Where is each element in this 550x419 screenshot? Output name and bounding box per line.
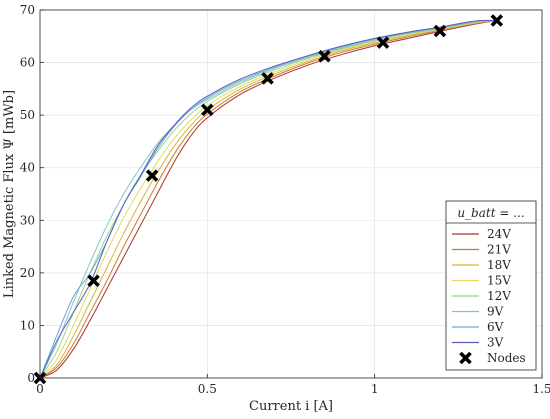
axes-box: [39, 9, 543, 379]
x-axis-label: Current i [A]: [249, 399, 333, 414]
legend-label: 24V: [487, 227, 511, 241]
series-line-9V: [39, 20, 497, 379]
legend-item-9V: 9V: [452, 305, 504, 319]
legend-label: 3V: [487, 336, 504, 350]
legend-item-18V: 18V: [452, 258, 511, 272]
y-tick-label: 20: [20, 266, 35, 280]
node-marker: [318, 49, 331, 63]
legend-item-24V: 24V: [452, 227, 511, 241]
legend-item-21V: 21V: [452, 243, 511, 257]
node-marker: [433, 24, 447, 38]
series-line-6V: [39, 20, 497, 379]
series-line-24V: [39, 20, 497, 379]
legend-label: 15V: [487, 274, 511, 288]
node-marker: [145, 169, 159, 182]
legend-label: Nodes: [487, 351, 526, 365]
node-marker: [201, 103, 214, 117]
x-tick-label: 1.5: [532, 382, 550, 396]
series-line-15V: [39, 20, 497, 379]
series-line-18V: [39, 20, 497, 379]
series-line-21V: [39, 20, 497, 379]
legend-item-15V: 15V: [452, 274, 511, 288]
y-tick-label: 70: [20, 3, 35, 17]
legend-label: 18V: [487, 258, 511, 272]
legend-label: 6V: [487, 320, 504, 334]
node-marker: [261, 72, 274, 85]
node-marker: [87, 274, 100, 288]
legend-item-6V: 6V: [452, 320, 504, 334]
legend-label: 21V: [487, 243, 511, 257]
x-tick-label: 1: [371, 382, 379, 396]
x-tick-label: 0.5: [198, 382, 217, 396]
y-tick-label: 30: [20, 213, 35, 227]
legend-box: [445, 200, 537, 371]
legend-item-nodes: Nodes: [459, 351, 526, 365]
legend-label: 12V: [487, 289, 511, 303]
legend-title: u_batt = ...: [457, 206, 524, 220]
node-marker: [490, 14, 504, 27]
ticks: 0 0.5 1 1.5 0 10 20 30 40 50 60 70: [20, 3, 550, 396]
node-marker: [376, 36, 390, 49]
y-tick-label: 40: [20, 161, 35, 175]
x-tick-label: 0: [36, 382, 44, 396]
y-tick-label: 10: [20, 318, 35, 332]
legend-label: 9V: [487, 305, 504, 319]
series-lines: [39, 19, 497, 379]
legend-item-12V: 12V: [452, 289, 511, 303]
y-axis-label: Linked Magnetic Flux Ψ [mWb]: [2, 90, 17, 298]
y-tick-label: 50: [20, 108, 35, 122]
y-tick-label: 60: [20, 56, 35, 70]
y-tick-label: 0: [27, 371, 35, 385]
legend-node-marker: [459, 351, 472, 365]
legend-item-3V: 3V: [452, 336, 504, 350]
